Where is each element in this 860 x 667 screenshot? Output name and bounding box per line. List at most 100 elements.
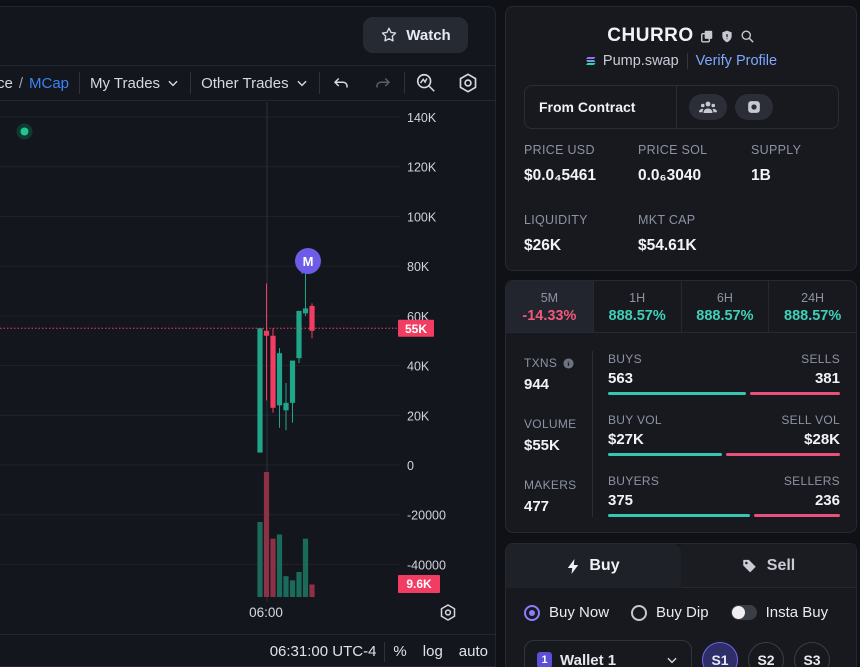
timeframe-tab-6h[interactable]: 6H 888.57% xyxy=(682,281,770,332)
instagram-icon xyxy=(748,101,760,113)
supply-stat: SUPPLY 1B xyxy=(751,143,801,185)
buys-value: 563 xyxy=(608,370,634,387)
token-info-panel: CHURRO Pump.swap Verify Profile From Con… xyxy=(505,6,857,271)
sellers-bar xyxy=(754,514,840,517)
log-scale-toggle[interactable]: log xyxy=(422,643,443,660)
my-trades-dropdown[interactable]: My Trades xyxy=(80,75,190,92)
undo-button[interactable] xyxy=(320,74,362,92)
sell-tab[interactable]: Sell xyxy=(681,544,856,588)
from-contract-label: From Contract xyxy=(525,86,677,128)
txns-stat: TXNS 944 xyxy=(524,356,574,393)
instagram-button[interactable] xyxy=(735,94,773,120)
buy-now-radio[interactable] xyxy=(524,604,540,621)
buyers-value: 375 xyxy=(608,492,634,509)
source-exchange[interactable]: Pump.swap xyxy=(585,53,679,69)
other-trades-dropdown[interactable]: Other Trades xyxy=(191,75,319,92)
gear-icon xyxy=(459,73,476,93)
buy-now-label[interactable]: Buy Now xyxy=(549,604,610,621)
indicator-search-button[interactable] xyxy=(405,72,447,94)
mcap-toggle[interactable]: MCap xyxy=(29,74,70,92)
volume-label: VOLUME xyxy=(524,417,577,431)
candle-body xyxy=(263,330,270,336)
buy-tab-label: Buy xyxy=(589,557,620,574)
copy-icon[interactable] xyxy=(700,29,714,43)
buyers-sellers-bar xyxy=(608,514,840,517)
timeframe-tab-24h[interactable]: 24H 888.57% xyxy=(769,281,856,332)
buys-bar xyxy=(608,392,747,395)
slot-s3-button[interactable]: S3 xyxy=(794,642,830,667)
sell-tab-label: Sell xyxy=(766,556,796,574)
wallet-label: Wallet 1 xyxy=(560,651,617,667)
trade-tabs: Buy Sell xyxy=(506,544,856,588)
timeframe-tab-1h[interactable]: 1H 888.57% xyxy=(594,281,682,332)
search-icon[interactable] xyxy=(740,29,755,44)
candle-body xyxy=(257,328,263,453)
price-badge: 55K xyxy=(398,319,434,337)
candle-body xyxy=(276,353,283,406)
footer-divider xyxy=(384,641,386,662)
insta-buy-toggle[interactable] xyxy=(730,605,757,620)
info-icon[interactable] xyxy=(563,357,574,369)
community-button[interactable] xyxy=(689,94,727,120)
toolbar-divider xyxy=(318,72,320,94)
shield-icon[interactable] xyxy=(720,29,734,44)
trade-metrics-panel: 5M -14.33% 1H 888.57% 6H 888.57% 24H 888… xyxy=(505,280,857,533)
buyers-label: BUYERS xyxy=(608,474,660,488)
live-dot xyxy=(20,127,29,136)
candle-body xyxy=(283,402,289,411)
slot-s2-button[interactable]: S2 xyxy=(748,642,784,667)
auto-scale-toggle[interactable]: auto xyxy=(458,643,488,660)
sell-vol-label: SELL VOL xyxy=(781,413,840,427)
price-toggle[interactable]: ce xyxy=(0,74,13,92)
stat-value: 0.0₆3040 xyxy=(638,167,702,184)
buys-sells-row: BUYS SELLS 563 381 xyxy=(608,352,840,395)
timeframe-tab-5m[interactable]: 5M -14.33% xyxy=(506,281,594,332)
community-icon xyxy=(699,101,717,113)
other-trades-label: Other Trades xyxy=(201,74,289,92)
my-trade-marker[interactable]: M xyxy=(295,248,321,274)
volume-badge-label: 9.6K xyxy=(406,577,432,591)
chart-settings-button[interactable] xyxy=(447,72,489,94)
buy-dip-label[interactable]: Buy Dip xyxy=(656,604,709,621)
stat-value: $0.0₄5461 xyxy=(524,167,597,184)
percent-scale-toggle[interactable]: % xyxy=(393,643,407,660)
volume-bar xyxy=(289,580,296,597)
price-mcap-toggle[interactable]: ce / MCap xyxy=(0,75,79,92)
chart-footer: 06:31:00 UTC-4 % log auto xyxy=(0,634,495,666)
verify-profile-link[interactable]: Verify Profile xyxy=(695,53,778,69)
tag-icon xyxy=(743,559,756,573)
wallet-select[interactable]: 1 Wallet 1 xyxy=(524,640,692,667)
stat-label: PRICE SOL xyxy=(638,143,708,157)
buy-vol-value: $27K xyxy=(608,431,644,448)
buy-tab[interactable]: Buy xyxy=(506,544,681,588)
buys-label: BUYS xyxy=(608,352,642,366)
slot-s1-button[interactable]: S1 xyxy=(702,642,738,667)
candle-body xyxy=(309,305,315,331)
y-axis-tick: 140K xyxy=(407,111,437,125)
sells-value: 381 xyxy=(814,370,840,387)
makers-stat: MAKERS 477 xyxy=(524,478,576,515)
chevron-down-icon xyxy=(667,657,677,664)
timeframe-change: 888.57% xyxy=(784,308,842,324)
sell-vol-value: $28K xyxy=(804,431,840,448)
source-divider xyxy=(686,53,688,69)
undo-icon xyxy=(333,77,348,88)
insta-buy-label[interactable]: Insta Buy xyxy=(765,604,829,621)
buy-vol-label: BUY VOL xyxy=(608,413,662,427)
contract-box: From Contract xyxy=(524,85,839,129)
volume-bar xyxy=(309,584,315,597)
buy-sell-volume-bar xyxy=(608,453,840,456)
axis-settings-button[interactable] xyxy=(440,604,456,621)
redo-button[interactable] xyxy=(362,74,404,92)
watch-label: Watch xyxy=(406,26,451,44)
price-badge-label: 55K xyxy=(405,322,427,336)
lightning-icon xyxy=(568,558,579,574)
buy-dip-radio[interactable] xyxy=(631,604,648,621)
watch-button[interactable]: Watch xyxy=(363,17,468,53)
marker-label: M xyxy=(303,254,314,269)
time-display[interactable]: 06:31:00 UTC-4 xyxy=(269,643,377,660)
buyers-bar xyxy=(608,514,751,517)
indicator-search-icon xyxy=(416,73,435,92)
